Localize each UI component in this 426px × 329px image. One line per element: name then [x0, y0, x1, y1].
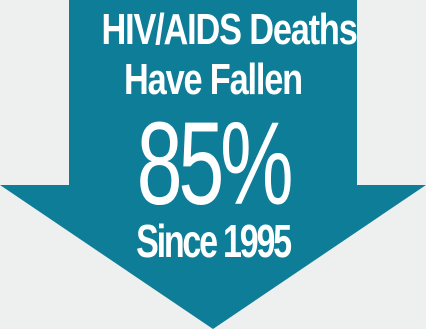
since-year: Since 1995 [107, 218, 319, 264]
headline-line-2: Have Fallen [101, 58, 324, 102]
percentage-value: 85% [113, 105, 313, 223]
headline-line-1: HIV/AIDS Deaths [101, 8, 324, 52]
